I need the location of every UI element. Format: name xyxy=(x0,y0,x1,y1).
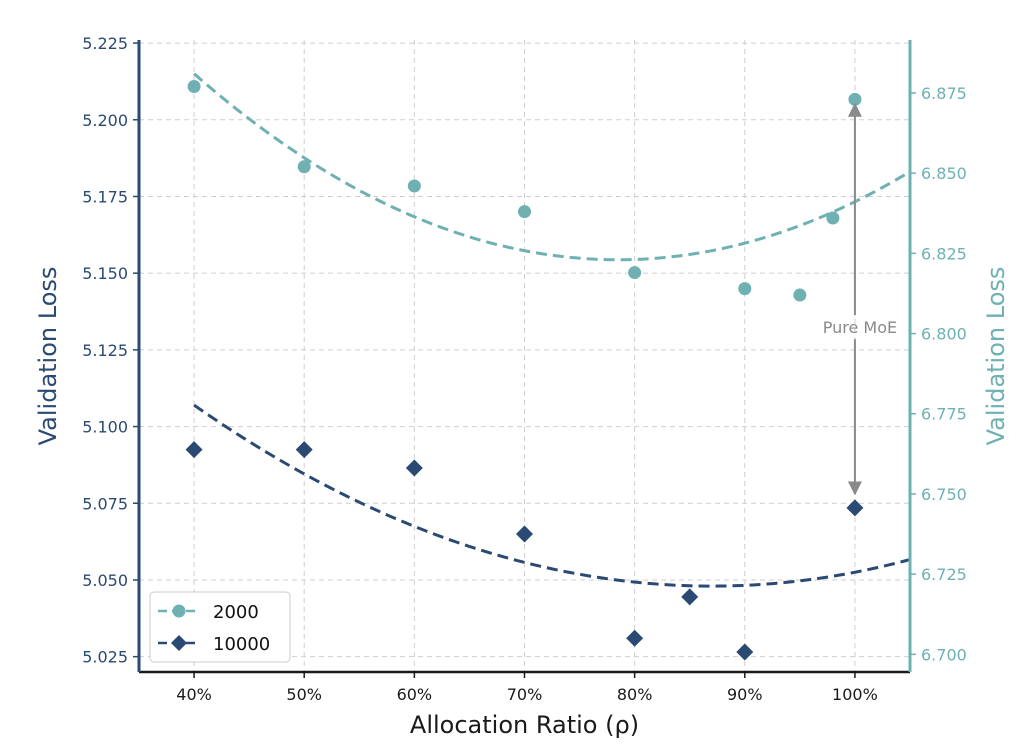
data-point-10000 xyxy=(185,441,203,459)
legend-marker-2000 xyxy=(172,604,186,618)
annotation-label: Pure MoE xyxy=(823,318,897,337)
y-axis-left-title: Validation Loss xyxy=(34,267,62,446)
legend: 2000 10000 xyxy=(149,591,291,663)
x-tick-label: 90% xyxy=(727,685,763,704)
y-left-tick-label: 5.225 xyxy=(82,34,128,53)
data-point-2000 xyxy=(518,205,531,219)
x-axis-title: Allocation Ratio (ρ) xyxy=(410,711,639,739)
data-point-10000 xyxy=(405,459,423,477)
y-left-tick-label: 5.150 xyxy=(82,264,128,283)
x-tick-label: 70% xyxy=(507,685,543,704)
data-point-10000 xyxy=(626,629,644,647)
x-tick-label: 40% xyxy=(176,685,212,704)
data-point-2000 xyxy=(738,282,752,296)
y-axis-right-title: Validation Loss xyxy=(982,267,1010,446)
data-point-10000 xyxy=(295,441,313,459)
data-point-10000 xyxy=(516,525,533,543)
y-left-tick-label: 5.125 xyxy=(82,341,128,360)
y-right-tick-label: 6.775 xyxy=(921,405,967,424)
x-tick-label: 80% xyxy=(617,685,653,704)
x-tick-label: 50% xyxy=(286,685,322,704)
fit-curve-2000 xyxy=(193,72,911,262)
data-point-2000 xyxy=(187,80,201,94)
legend-label-10000: 10000 xyxy=(213,634,270,655)
data-point-2000 xyxy=(826,211,840,225)
data-point-2000 xyxy=(848,92,862,106)
fit-curve-10000 xyxy=(193,403,911,588)
y-right-tick-label: 6.750 xyxy=(921,485,967,504)
data-point-10000 xyxy=(846,499,864,517)
fit-curves xyxy=(193,72,911,588)
legend-label-2000: 2000 xyxy=(213,602,259,623)
data-point-2000 xyxy=(793,288,807,302)
y-left-tick-label: 5.200 xyxy=(82,111,128,130)
y-right-tick-label: 6.700 xyxy=(921,645,967,664)
data-point-10000 xyxy=(681,588,699,606)
y-right-tick-label: 6.825 xyxy=(921,244,967,263)
axes: 40% 50% 60% 70% 80% 90% 100% 5.025 5.050 5.075 5.1… xyxy=(34,34,1010,739)
data-points xyxy=(185,80,864,661)
y-right-tick-label: 6.725 xyxy=(921,565,967,584)
legend-marker-10000 xyxy=(171,635,187,651)
y-left-tick-label: 5.025 xyxy=(82,648,128,667)
y-left-tick-label: 5.050 xyxy=(82,571,128,590)
y-left-tick-label: 5.075 xyxy=(82,494,128,513)
data-point-10000 xyxy=(736,643,754,661)
grid xyxy=(139,40,910,672)
data-point-2000 xyxy=(407,179,421,193)
x-tick-label: 100% xyxy=(832,685,878,704)
y-right-tick-label: 6.850 xyxy=(921,164,967,183)
data-point-2000 xyxy=(297,160,311,174)
y-left-tick-label: 5.100 xyxy=(82,418,128,437)
x-tick-label: 60% xyxy=(397,685,433,704)
y-right-tick-label: 6.800 xyxy=(921,325,967,344)
y-right-tick-label: 6.875 xyxy=(921,84,967,103)
y-left-tick-label: 5.175 xyxy=(82,187,128,206)
data-point-2000 xyxy=(628,266,642,280)
annotations: Pure MoE xyxy=(823,102,897,496)
